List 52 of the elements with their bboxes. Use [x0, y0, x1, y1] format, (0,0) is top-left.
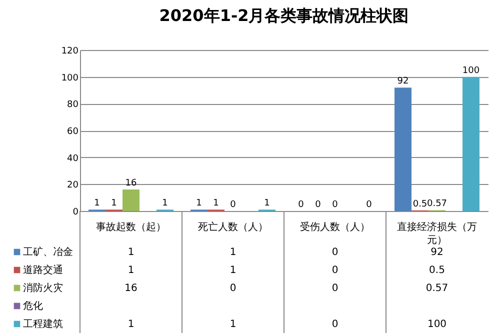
- chart-title: 2020年1-2月各类事故情况柱状图: [159, 6, 409, 25]
- data-label: 0: [230, 283, 236, 294]
- text: 0: [366, 200, 372, 210]
- y-tick-label: 40: [67, 154, 79, 164]
- y-tick-label: 0: [72, 208, 79, 218]
- text: 1: [94, 198, 100, 209]
- x-tick-label: 事故起数（起）: [96, 221, 166, 233]
- legend-label: 工矿、冶金: [23, 246, 73, 258]
- bar: [122, 190, 140, 211]
- text: 0.57: [426, 199, 448, 210]
- bar: [394, 88, 412, 211]
- text: 0: [230, 200, 236, 210]
- legend-label: 危化: [23, 300, 43, 312]
- data-label: 92: [430, 247, 444, 258]
- bar: [462, 76, 480, 211]
- text: 1: [264, 198, 270, 209]
- text: 1: [196, 198, 202, 209]
- text: 0: [315, 200, 321, 210]
- text: 0: [298, 200, 304, 210]
- data-label: 0: [332, 283, 338, 294]
- legend-label: 道路交通: [23, 264, 63, 276]
- data-label: 1: [128, 247, 134, 258]
- data-label: 1: [128, 265, 134, 276]
- text: 1: [162, 198, 168, 209]
- data-label: 1: [230, 319, 236, 330]
- y-tick-label: 80: [67, 100, 79, 110]
- data-label: 0: [332, 319, 338, 330]
- data-label: 1: [128, 319, 134, 330]
- y-tick-label: 120: [61, 46, 79, 56]
- data-label: 1: [230, 265, 236, 276]
- data-label: 100: [427, 319, 447, 330]
- text: 1: [213, 198, 219, 209]
- data-label: 0.5: [429, 265, 445, 276]
- data-label: 0: [332, 265, 338, 276]
- y-tick-label: 20: [67, 180, 79, 191]
- text: 1: [111, 198, 117, 209]
- x-tick-label: 直接经济损失（万元）: [397, 221, 477, 246]
- y-tick-label: 100: [61, 73, 79, 84]
- x-tick-label: 受伤人数（人）: [300, 221, 370, 233]
- text: 100: [462, 66, 480, 76]
- legend-label: 消防火灾: [23, 282, 63, 294]
- text: 0.5: [412, 199, 428, 210]
- text: 16: [125, 178, 137, 189]
- data-label: 0.57: [426, 283, 448, 294]
- text: 92: [397, 76, 409, 87]
- data-label: 16: [124, 283, 138, 294]
- x-tick-label: 死亡人数（人）: [198, 221, 268, 233]
- text: 0: [332, 200, 338, 210]
- data-label: 1: [230, 247, 236, 258]
- data-label: 0: [332, 247, 338, 258]
- y-tick-label: 60: [67, 127, 79, 137]
- legend-label: 工程建筑: [23, 318, 63, 330]
